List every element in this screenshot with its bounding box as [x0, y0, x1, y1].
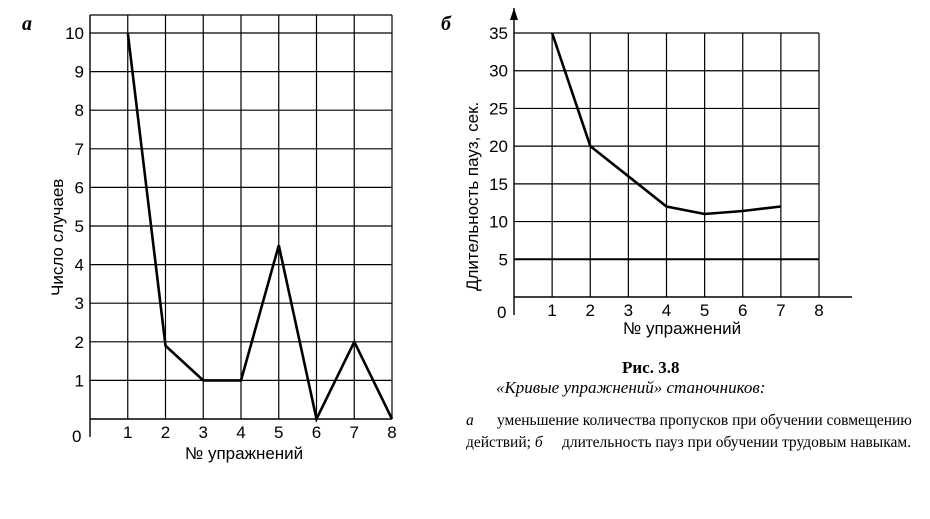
chart-a-x-tick-label: 3 [199, 423, 208, 442]
figure-caption-body: а уменьшение количества пропусков при об… [466, 410, 916, 454]
chart-a-y-tick-label: 4 [75, 256, 84, 275]
chart-a-y-ticks: 0 1 2 3 4 5 6 7 8 9 10 [65, 24, 84, 446]
chart-b-x-ticks: 1 2 3 4 5 6 7 8 [547, 301, 823, 320]
chart-a-x-tick-label: 4 [236, 423, 245, 442]
chart-b-grid [514, 32, 820, 297]
chart-b-y-tick-label: 5 [499, 250, 508, 269]
chart-b-y-tick-label: 20 [489, 137, 508, 156]
chart-b-x-tick-label: 1 [547, 301, 556, 320]
chart-b-x-axis-title: № упражнений [623, 319, 741, 338]
chart-b-x-tick-label: 3 [624, 301, 633, 320]
chart-b-y-tick-label: 10 [489, 213, 508, 232]
chart-b-x-tick-label: 5 [700, 301, 709, 320]
chart-a-y-tick-label: 0 [72, 427, 81, 446]
chart-b-x-tick-label: 6 [738, 301, 747, 320]
chart-b-y-axis-arrow [510, 8, 518, 20]
figure-caption-title: Рис. 3.8 [622, 358, 680, 377]
chart-b-y-tick-label: 30 [489, 62, 508, 81]
chart-a-panel-label: а [22, 13, 32, 35]
caption-text-b: длительность пауз при обучении трудовым … [561, 434, 912, 451]
chart-a-x-tick-label: 1 [123, 423, 132, 442]
chart-b-y-tick-label: 25 [489, 99, 508, 118]
chart-a-axes [89, 15, 392, 437]
chart-a-y-axis-title: Число случаев [48, 179, 67, 296]
chart-a-y-tick-label: 5 [75, 217, 84, 236]
chart-a-grid [90, 14, 393, 419]
chart-a-y-tick-label: 7 [75, 140, 84, 159]
chart-b-axes [510, 8, 852, 315]
caption-letter-a: а [466, 412, 474, 429]
chart-a-y-tick-label: 9 [75, 63, 84, 82]
chart-b-x-tick-label: 7 [776, 301, 785, 320]
chart-b-y-ticks: 0 5 10 15 20 25 30 35 [489, 24, 508, 322]
chart-a-y-tick-label: 3 [75, 294, 84, 313]
chart-a-y-tick-label: 1 [75, 371, 84, 390]
caption-text-a: уменьшение количества пропусков при обуч… [466, 412, 912, 451]
chart-a-y-tick-label: 6 [75, 178, 84, 197]
chart-a-y-tick-label: 2 [75, 333, 84, 352]
chart-a-y-tick-label: 8 [75, 101, 84, 120]
chart-b-y-tick-label: 15 [489, 175, 508, 194]
chart-b-series-line [550, 32, 782, 216]
chart-b-y-axis-title: Длительность пауз, сек. [463, 102, 482, 291]
chart-a-x-tick-label: 5 [274, 423, 283, 442]
chart-b-y-tick-label: 0 [497, 303, 506, 322]
caption-letter-b: б [534, 434, 543, 451]
chart-a-x-ticks: 1 2 3 4 5 6 7 8 [123, 423, 397, 442]
chart-a-x-tick-label: 2 [161, 423, 170, 442]
chart-b-y-tick-label: 35 [489, 24, 508, 43]
chart-a-y-tick-label: 10 [65, 24, 84, 43]
chart-a-series-line [126, 32, 394, 423]
chart-b-panel-label: б [441, 13, 452, 35]
chart-a-x-tick-label: 8 [387, 423, 396, 442]
chart-a-x-tick-label: 7 [350, 423, 359, 442]
chart-a-x-tick-label: 6 [312, 423, 321, 442]
chart-a-x-axis-title: № упражнений [185, 444, 303, 463]
chart-a: а 0 1 2 3 4 5 6 7 8 9 10 1 2 3 4 5 6 7 8 № упражнений Чис… [22, 13, 397, 463]
figure-caption-subtitle: «Кривые упражнений» станочников: [496, 378, 766, 397]
chart-b: б 0 5 10 15 20 25 30 35 1 2 3 4 5 6 7 8 № упражнений Д… [441, 8, 852, 338]
chart-b-x-tick-label: 2 [586, 301, 595, 320]
chart-b-x-tick-label: 8 [814, 301, 823, 320]
chart-b-x-tick-label: 4 [662, 301, 671, 320]
